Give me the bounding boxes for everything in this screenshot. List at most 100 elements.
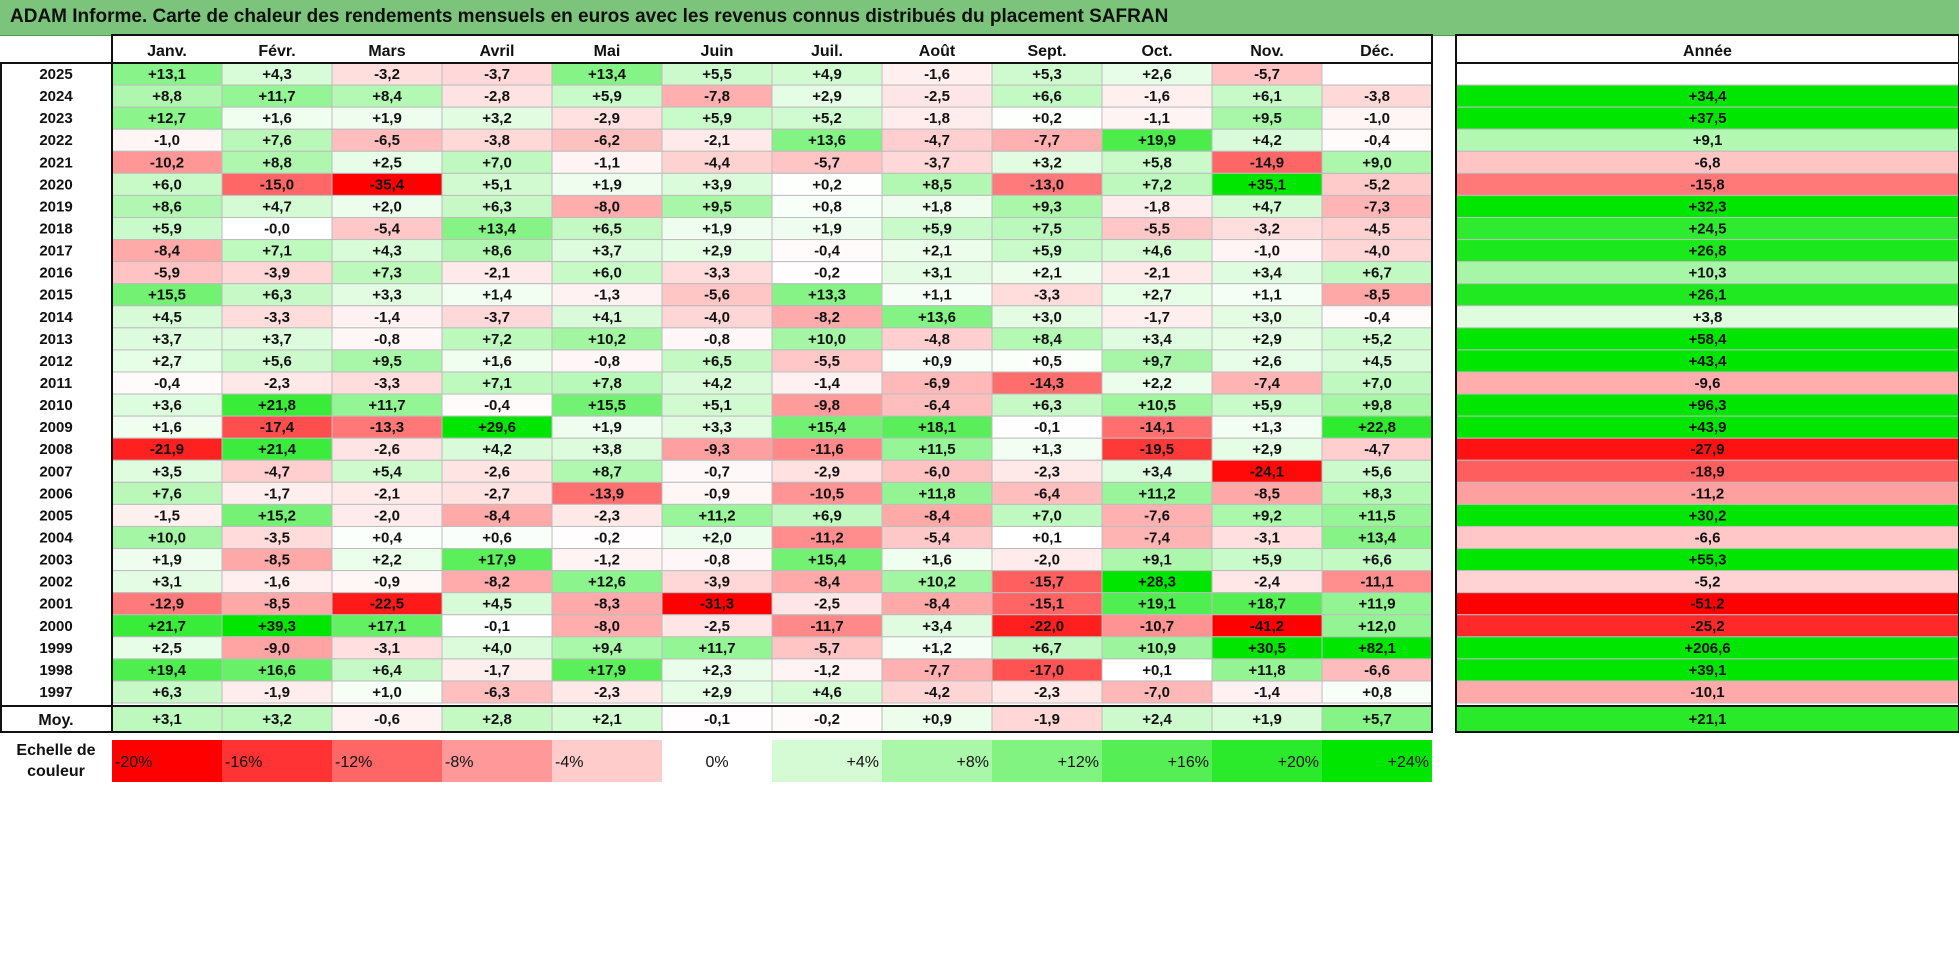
row-year-label: 2017 xyxy=(39,243,72,260)
cell-value: +2,0 xyxy=(372,198,402,215)
cell-value: -4,7 xyxy=(924,132,950,149)
cell-value: +1,6 xyxy=(922,552,952,569)
annual-value: +3,8 xyxy=(1693,309,1723,326)
cell-value: +9,5 xyxy=(1252,110,1282,127)
cell-value: -0,4 xyxy=(814,243,841,260)
cell-value: +3,2 xyxy=(482,110,512,127)
cell-value: -9,0 xyxy=(264,640,290,657)
cell-value: +19,4 xyxy=(148,662,187,679)
average-value: +0,9 xyxy=(922,711,952,728)
year-header: Année xyxy=(1683,43,1732,60)
cell-value: -7,3 xyxy=(1364,198,1390,215)
month-header: Mars xyxy=(368,43,405,60)
cell-value: +3,0 xyxy=(1252,309,1282,326)
cell-value: -5,7 xyxy=(1254,66,1280,83)
scale-swatch xyxy=(882,740,992,782)
row-year-label: 2009 xyxy=(39,419,72,436)
row-year-label: 2011 xyxy=(40,375,73,392)
cell-value: -5,4 xyxy=(924,530,951,547)
cell-value: -3,7 xyxy=(484,309,510,326)
cell-value: -0,8 xyxy=(704,331,730,348)
scale-swatch xyxy=(1212,740,1322,782)
cell-value: +13,6 xyxy=(808,132,846,149)
cell-value: -0,0 xyxy=(264,221,290,238)
cell-value: +2,5 xyxy=(372,154,402,171)
cell-value: -6,4 xyxy=(1034,485,1061,502)
cell-value: +6,5 xyxy=(702,353,732,370)
annual-value: +32,3 xyxy=(1689,198,1727,215)
row-year-label: 2018 xyxy=(39,221,72,238)
cell-value: +2,9 xyxy=(1252,441,1282,458)
scale-swatch xyxy=(112,740,222,782)
row-year-label: 2006 xyxy=(39,485,72,502)
cell-value: -0,4 xyxy=(1364,309,1391,326)
cell-value: +4,2 xyxy=(482,441,512,458)
cell-value: -1,9 xyxy=(264,684,290,701)
cell-value: +3,3 xyxy=(702,419,732,436)
annual-value: +9,1 xyxy=(1693,132,1723,149)
cell-value: -6,0 xyxy=(924,463,950,480)
annual-value: +43,9 xyxy=(1689,419,1727,436)
cell-value: +22,8 xyxy=(1358,419,1396,436)
annual-value: +34,4 xyxy=(1689,88,1728,105)
cell-value: -11,6 xyxy=(810,441,843,458)
cell-value: -35,4 xyxy=(370,176,405,193)
cell-value: +6,5 xyxy=(592,221,622,238)
cell-value: +3,0 xyxy=(1032,309,1062,326)
cell-value: -0,4 xyxy=(484,397,511,414)
cell-value: +7,3 xyxy=(372,265,402,282)
cell-value: -8,4 xyxy=(154,243,181,260)
cell-value: -19,5 xyxy=(1140,441,1174,458)
cell-value: +10,9 xyxy=(1138,640,1176,657)
cell-value: +1,9 xyxy=(592,419,622,436)
average-value: +5,7 xyxy=(1362,711,1392,728)
cell-value: -3,9 xyxy=(264,265,290,282)
cell-value: -0,2 xyxy=(814,265,840,282)
cell-value: -1,1 xyxy=(1144,110,1170,127)
cell-value: +13,4 xyxy=(588,66,627,83)
cell-value: -1,0 xyxy=(1254,243,1280,260)
cell-value: +2,6 xyxy=(1252,353,1282,370)
cell-value: +3,7 xyxy=(592,243,622,260)
cell-value: -1,6 xyxy=(924,66,950,83)
cell-value: -1,2 xyxy=(594,552,620,569)
month-header: Sept. xyxy=(1027,43,1066,60)
cell-value: +19,9 xyxy=(1138,132,1176,149)
average-value: -0,2 xyxy=(814,711,840,728)
cell-value: -7,6 xyxy=(1144,507,1170,524)
cell-value: -4,7 xyxy=(264,463,290,480)
cell-value: +4,7 xyxy=(262,198,292,215)
cell-value: -3,7 xyxy=(484,66,510,83)
scale-tick-label: -20% xyxy=(115,754,152,771)
cell-value: +5,2 xyxy=(812,110,842,127)
annual-value: -25,2 xyxy=(1690,618,1724,635)
cell-value: +8,7 xyxy=(592,463,622,480)
cell-value: +9,1 xyxy=(1142,552,1172,569)
cell-value: -3,9 xyxy=(704,574,730,591)
annual-value: +58,4 xyxy=(1689,331,1728,348)
cell-value: +2,9 xyxy=(702,684,732,701)
cell-value: -8,5 xyxy=(264,596,290,613)
cell-value: -1,5 xyxy=(154,507,180,524)
row-year-label: 2016 xyxy=(39,265,72,282)
cell-value: +5,9 xyxy=(1032,243,1062,260)
month-header: Avril xyxy=(480,43,515,60)
annual-value: +30,2 xyxy=(1689,507,1727,524)
cell-value: -5,7 xyxy=(814,640,840,657)
row-year-label: 1997 xyxy=(39,684,72,701)
scale-tick-label: +16% xyxy=(1168,754,1209,771)
cell-value: -3,3 xyxy=(704,265,730,282)
annual-value: +39,1 xyxy=(1689,662,1727,679)
cell-value: -2,5 xyxy=(704,618,730,635)
cell-value: +12,7 xyxy=(148,110,186,127)
cell-value: +17,1 xyxy=(368,618,406,635)
cell-value: +4,6 xyxy=(1142,243,1172,260)
cell-value: +17,9 xyxy=(588,662,626,679)
cell-value: -3,3 xyxy=(264,309,290,326)
cell-value: -5,7 xyxy=(814,154,840,171)
cell-value: -8,4 xyxy=(814,574,841,591)
cell-value: -14,1 xyxy=(1140,419,1174,436)
cell-value: -1,0 xyxy=(154,132,180,149)
cell-value: -2,4 xyxy=(1254,574,1281,591)
scale-swatch xyxy=(992,740,1102,782)
